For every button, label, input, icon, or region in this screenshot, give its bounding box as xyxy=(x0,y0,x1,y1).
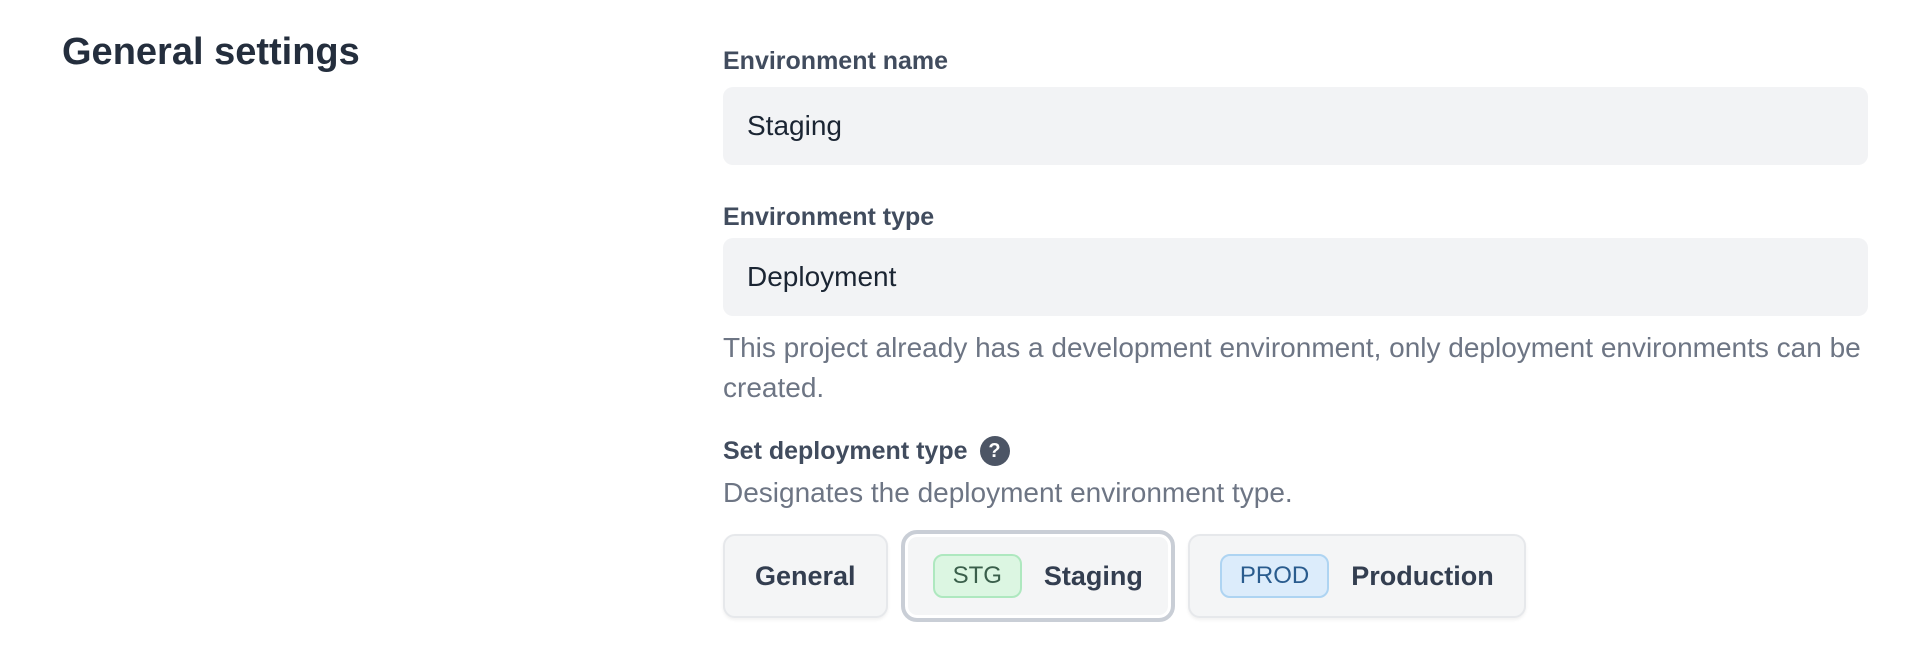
option-label: Production xyxy=(1351,560,1494,591)
deployment-type-option-production[interactable]: PROD Production xyxy=(1187,534,1526,618)
deployment-type-label-row: Set deployment type ? xyxy=(723,436,1868,466)
environment-type-label: Environment type xyxy=(723,203,935,231)
production-badge: PROD xyxy=(1219,554,1330,598)
question-mark-icon[interactable]: ? xyxy=(979,436,1010,466)
deployment-type-option-general[interactable]: General xyxy=(723,534,888,618)
option-label: General xyxy=(755,560,856,591)
deployment-type-description: Designates the deployment environment ty… xyxy=(723,477,1293,508)
deployment-type-label: Set deployment type xyxy=(723,437,968,465)
settings-form: Environment name Environment type This p… xyxy=(723,30,1868,622)
staging-badge: STG xyxy=(932,554,1022,598)
deployment-type-option-staging[interactable]: STG Staging xyxy=(900,530,1175,622)
environment-type-input[interactable] xyxy=(723,238,1868,316)
settings-heading-column: General settings xyxy=(62,30,723,622)
environment-name-input[interactable] xyxy=(723,87,1868,165)
environment-type-help-text: This project already has a development e… xyxy=(723,332,1861,403)
deployment-type-options: General STG Staging PROD Production xyxy=(723,530,1868,622)
settings-page: General settings Environment name Enviro… xyxy=(62,30,1868,622)
option-label: Staging xyxy=(1043,560,1143,591)
environment-name-label: Environment name xyxy=(723,47,949,75)
page-title: General settings xyxy=(62,31,360,73)
